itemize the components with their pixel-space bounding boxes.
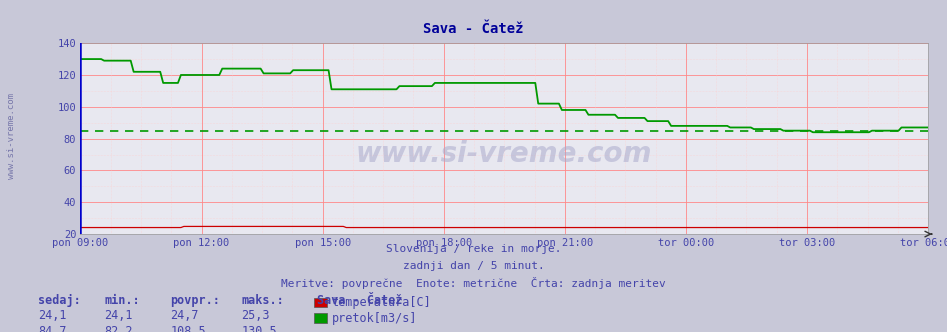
Text: sedaj:: sedaj:	[38, 294, 80, 307]
Text: maks.:: maks.:	[241, 294, 284, 307]
Text: min.:: min.:	[104, 294, 140, 307]
Text: Meritve: povprečne  Enote: metrične  Črta: zadnja meritev: Meritve: povprečne Enote: metrične Črta:…	[281, 277, 666, 289]
Text: 130,5: 130,5	[241, 325, 277, 332]
Text: 108,5: 108,5	[170, 325, 206, 332]
Text: povpr.:: povpr.:	[170, 294, 221, 307]
Text: Sava - Čatež: Sava - Čatež	[317, 294, 402, 307]
Text: www.si-vreme.com: www.si-vreme.com	[356, 140, 652, 168]
Text: 25,3: 25,3	[241, 309, 270, 322]
Text: 24,1: 24,1	[104, 309, 133, 322]
Text: 82,2: 82,2	[104, 325, 133, 332]
Text: temperatura[C]: temperatura[C]	[331, 296, 431, 309]
Text: Slovenija / reke in morje.: Slovenija / reke in morje.	[385, 244, 562, 254]
Text: 24,1: 24,1	[38, 309, 66, 322]
Text: 24,7: 24,7	[170, 309, 199, 322]
Text: pretok[m3/s]: pretok[m3/s]	[331, 311, 417, 325]
Text: www.si-vreme.com: www.si-vreme.com	[7, 93, 16, 179]
Text: 84,7: 84,7	[38, 325, 66, 332]
Text: zadnji dan / 5 minut.: zadnji dan / 5 minut.	[402, 261, 545, 271]
Text: Sava - Čatež: Sava - Čatež	[423, 22, 524, 36]
